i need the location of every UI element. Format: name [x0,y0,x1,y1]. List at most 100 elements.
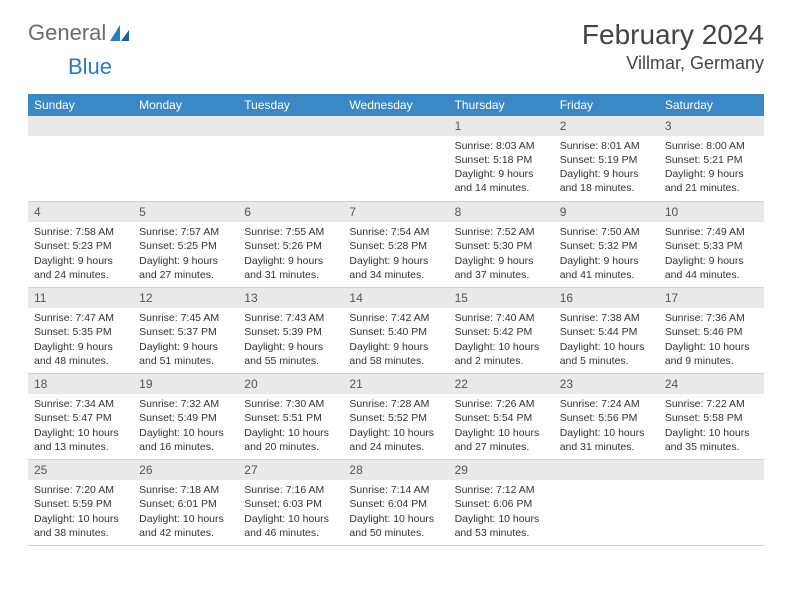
day-number-empty [659,460,764,480]
calendar-day-cell: 8Sunrise: 7:52 AMSunset: 5:30 PMDaylight… [449,202,554,288]
calendar-day-cell: 10Sunrise: 7:49 AMSunset: 5:33 PMDayligh… [659,202,764,288]
day-number: 17 [659,288,764,308]
day-details: Sunrise: 7:30 AMSunset: 5:51 PMDaylight:… [238,394,343,459]
day-number: 4 [28,202,133,222]
day-number: 3 [659,116,764,136]
day-number: 24 [659,374,764,394]
day-number: 18 [28,374,133,394]
title-block: February 2024 Villmar, Germany [582,20,764,74]
calendar-day-cell: 22Sunrise: 7:26 AMSunset: 5:54 PMDayligh… [449,374,554,460]
calendar-day-cell: 5Sunrise: 7:57 AMSunset: 5:25 PMDaylight… [133,202,238,288]
logo: General [28,20,133,46]
day-number: 11 [28,288,133,308]
calendar-day-cell: 12Sunrise: 7:45 AMSunset: 5:37 PMDayligh… [133,288,238,374]
day-details: Sunrise: 7:38 AMSunset: 5:44 PMDaylight:… [554,308,659,373]
calendar-day-cell: 25Sunrise: 7:20 AMSunset: 5:59 PMDayligh… [28,460,133,546]
day-number: 27 [238,460,343,480]
day-details: Sunrise: 7:42 AMSunset: 5:40 PMDaylight:… [343,308,448,373]
calendar-day-cell: 3Sunrise: 8:00 AMSunset: 5:21 PMDaylight… [659,116,764,202]
day-details: Sunrise: 7:57 AMSunset: 5:25 PMDaylight:… [133,222,238,287]
day-number: 26 [133,460,238,480]
calendar-day-cell [659,460,764,546]
day-number: 8 [449,202,554,222]
calendar-header-row: SundayMondayTuesdayWednesdayThursdayFrid… [28,94,764,116]
calendar-week-row: 4Sunrise: 7:58 AMSunset: 5:23 PMDaylight… [28,202,764,288]
day-details: Sunrise: 7:32 AMSunset: 5:49 PMDaylight:… [133,394,238,459]
day-number-empty [133,116,238,136]
calendar-day-cell: 17Sunrise: 7:36 AMSunset: 5:46 PMDayligh… [659,288,764,374]
weekday-header: Wednesday [343,94,448,116]
day-number-empty [28,116,133,136]
logo-text-gray: General [28,20,106,46]
day-number: 14 [343,288,448,308]
calendar-body: 1Sunrise: 8:03 AMSunset: 5:18 PMDaylight… [28,116,764,546]
day-details: Sunrise: 7:50 AMSunset: 5:32 PMDaylight:… [554,222,659,287]
calendar-day-cell: 15Sunrise: 7:40 AMSunset: 5:42 PMDayligh… [449,288,554,374]
calendar-day-cell: 7Sunrise: 7:54 AMSunset: 5:28 PMDaylight… [343,202,448,288]
day-number: 13 [238,288,343,308]
calendar-day-cell: 9Sunrise: 7:50 AMSunset: 5:32 PMDaylight… [554,202,659,288]
calendar-day-cell: 29Sunrise: 7:12 AMSunset: 6:06 PMDayligh… [449,460,554,546]
calendar-page: General February 2024 Villmar, Germany B… [0,0,792,566]
day-details: Sunrise: 7:47 AMSunset: 5:35 PMDaylight:… [28,308,133,373]
day-number: 12 [133,288,238,308]
calendar-day-cell: 27Sunrise: 7:16 AMSunset: 6:03 PMDayligh… [238,460,343,546]
day-details: Sunrise: 7:14 AMSunset: 6:04 PMDaylight:… [343,480,448,545]
day-number: 28 [343,460,448,480]
calendar-day-cell: 21Sunrise: 7:28 AMSunset: 5:52 PMDayligh… [343,374,448,460]
calendar-day-cell: 19Sunrise: 7:32 AMSunset: 5:49 PMDayligh… [133,374,238,460]
day-details: Sunrise: 8:03 AMSunset: 5:18 PMDaylight:… [449,136,554,201]
calendar-day-cell: 13Sunrise: 7:43 AMSunset: 5:39 PMDayligh… [238,288,343,374]
calendar-day-cell: 18Sunrise: 7:34 AMSunset: 5:47 PMDayligh… [28,374,133,460]
calendar-day-cell: 16Sunrise: 7:38 AMSunset: 5:44 PMDayligh… [554,288,659,374]
weekday-header: Thursday [449,94,554,116]
calendar-day-cell: 1Sunrise: 8:03 AMSunset: 5:18 PMDaylight… [449,116,554,202]
logo-text-blue: Blue [68,54,112,80]
day-details: Sunrise: 7:28 AMSunset: 5:52 PMDaylight:… [343,394,448,459]
calendar-day-cell: 2Sunrise: 8:01 AMSunset: 5:19 PMDaylight… [554,116,659,202]
day-number: 25 [28,460,133,480]
day-number: 7 [343,202,448,222]
day-details: Sunrise: 7:40 AMSunset: 5:42 PMDaylight:… [449,308,554,373]
month-title: February 2024 [582,20,764,51]
day-details: Sunrise: 7:16 AMSunset: 6:03 PMDaylight:… [238,480,343,545]
weekday-header: Saturday [659,94,764,116]
calendar-day-cell: 23Sunrise: 7:24 AMSunset: 5:56 PMDayligh… [554,374,659,460]
day-number-empty [554,460,659,480]
day-details: Sunrise: 7:20 AMSunset: 5:59 PMDaylight:… [28,480,133,545]
day-number: 22 [449,374,554,394]
day-number: 9 [554,202,659,222]
weekday-header: Monday [133,94,238,116]
calendar-day-cell [238,116,343,202]
day-details: Sunrise: 7:45 AMSunset: 5:37 PMDaylight:… [133,308,238,373]
calendar-day-cell [554,460,659,546]
day-details: Sunrise: 7:34 AMSunset: 5:47 PMDaylight:… [28,394,133,459]
day-number: 23 [554,374,659,394]
calendar-day-cell: 24Sunrise: 7:22 AMSunset: 5:58 PMDayligh… [659,374,764,460]
day-details: Sunrise: 7:52 AMSunset: 5:30 PMDaylight:… [449,222,554,287]
day-number: 16 [554,288,659,308]
calendar-week-row: 18Sunrise: 7:34 AMSunset: 5:47 PMDayligh… [28,374,764,460]
calendar-day-cell [133,116,238,202]
weekday-header: Friday [554,94,659,116]
day-number: 1 [449,116,554,136]
day-details: Sunrise: 8:01 AMSunset: 5:19 PMDaylight:… [554,136,659,201]
day-details: Sunrise: 7:54 AMSunset: 5:28 PMDaylight:… [343,222,448,287]
calendar-day-cell: 4Sunrise: 7:58 AMSunset: 5:23 PMDaylight… [28,202,133,288]
day-number: 20 [238,374,343,394]
calendar-week-row: 1Sunrise: 8:03 AMSunset: 5:18 PMDaylight… [28,116,764,202]
calendar-day-cell: 11Sunrise: 7:47 AMSunset: 5:35 PMDayligh… [28,288,133,374]
day-number: 21 [343,374,448,394]
day-number-empty [238,116,343,136]
day-details: Sunrise: 7:22 AMSunset: 5:58 PMDaylight:… [659,394,764,459]
day-number: 19 [133,374,238,394]
day-number: 5 [133,202,238,222]
day-details: Sunrise: 7:18 AMSunset: 6:01 PMDaylight:… [133,480,238,545]
day-details: Sunrise: 7:55 AMSunset: 5:26 PMDaylight:… [238,222,343,287]
calendar-day-cell: 26Sunrise: 7:18 AMSunset: 6:01 PMDayligh… [133,460,238,546]
day-number-empty [343,116,448,136]
day-details: Sunrise: 7:49 AMSunset: 5:33 PMDaylight:… [659,222,764,287]
location: Villmar, Germany [582,53,764,74]
day-number: 6 [238,202,343,222]
calendar-day-cell: 28Sunrise: 7:14 AMSunset: 6:04 PMDayligh… [343,460,448,546]
